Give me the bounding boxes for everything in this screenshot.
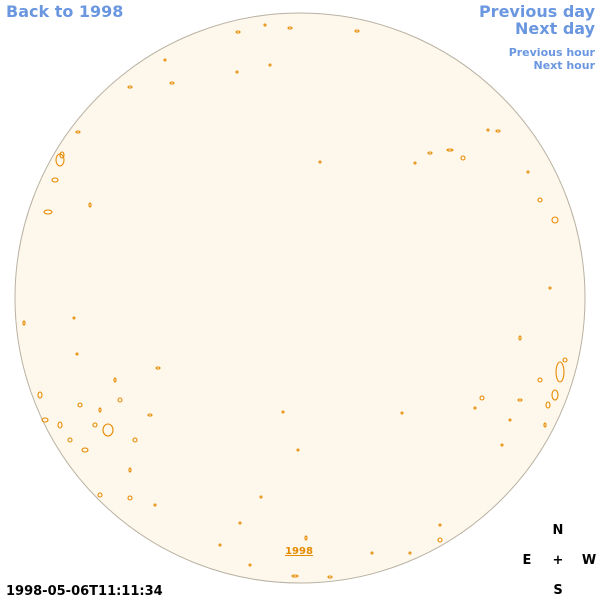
contour <box>51 177 59 183</box>
contour <box>98 407 102 413</box>
contour <box>500 443 504 447</box>
contour <box>75 352 79 356</box>
contour <box>263 23 267 27</box>
contour <box>526 170 530 174</box>
contour <box>543 422 547 428</box>
contour <box>81 447 89 453</box>
contour <box>438 523 442 527</box>
contour <box>268 63 272 67</box>
contour <box>495 129 501 133</box>
contour <box>235 70 239 74</box>
contour <box>291 574 299 578</box>
contour <box>545 401 551 409</box>
contour <box>238 521 242 525</box>
contour <box>287 26 293 30</box>
next-day-link[interactable]: Next day <box>515 19 596 38</box>
contour <box>218 543 222 547</box>
contour <box>446 148 454 152</box>
contour <box>259 495 263 499</box>
contour <box>517 398 523 402</box>
contour <box>59 151 65 159</box>
contour <box>97 492 103 498</box>
contour <box>508 418 512 422</box>
contour <box>102 423 114 437</box>
compass-center: + <box>553 553 564 568</box>
compass-south: S <box>553 583 562 598</box>
next-hour-link[interactable]: Next hour <box>534 59 596 72</box>
contour <box>72 316 76 320</box>
contour <box>88 202 92 208</box>
contour <box>41 417 49 423</box>
magnetic-contours <box>22 23 568 579</box>
contour <box>427 151 433 155</box>
previous-hour-link[interactable]: Previous hour <box>509 46 596 59</box>
contour <box>132 437 138 443</box>
contour <box>128 467 132 473</box>
contour <box>473 406 477 410</box>
contour <box>57 421 63 429</box>
contour <box>92 422 98 428</box>
contour <box>318 160 322 164</box>
timestamp: 1998-05-06T11:11:34 <box>6 584 163 599</box>
contour <box>235 30 241 34</box>
compass-north: N <box>553 523 564 538</box>
contour <box>153 503 157 507</box>
contour <box>43 209 53 215</box>
contour <box>117 397 123 403</box>
contour <box>77 402 83 408</box>
disk-year-link[interactable]: 1998 <box>285 546 313 557</box>
contour <box>113 377 117 383</box>
contour <box>155 366 161 370</box>
contour <box>413 161 417 165</box>
previous-day-link[interactable]: Previous day <box>479 2 596 21</box>
contour <box>548 286 552 290</box>
contour <box>460 155 466 161</box>
contour <box>127 85 133 89</box>
back-link[interactable]: Back to 1998 <box>6 2 123 21</box>
compass-east: E <box>523 553 532 568</box>
contour <box>304 535 308 541</box>
contour <box>169 81 175 85</box>
contour <box>281 410 285 414</box>
compass-west: W <box>582 553 596 568</box>
contour <box>537 377 543 383</box>
contour <box>486 128 490 132</box>
contour <box>75 130 81 134</box>
contour <box>248 563 252 567</box>
contour <box>437 537 443 543</box>
contour <box>296 448 300 452</box>
contour <box>551 389 559 401</box>
contour <box>479 395 485 401</box>
contour <box>22 320 26 326</box>
contour <box>555 361 565 383</box>
contour <box>67 437 73 443</box>
contour <box>37 391 43 399</box>
contour <box>518 335 522 341</box>
contour <box>163 58 167 62</box>
contour <box>400 411 404 415</box>
contour <box>370 551 374 555</box>
contour <box>127 495 133 501</box>
contour <box>354 29 360 33</box>
contour <box>147 413 153 417</box>
solar-disk <box>14 12 586 584</box>
contour <box>408 551 412 555</box>
contour <box>327 575 333 579</box>
contour <box>537 197 543 203</box>
contour <box>562 357 568 363</box>
contour <box>551 216 559 224</box>
